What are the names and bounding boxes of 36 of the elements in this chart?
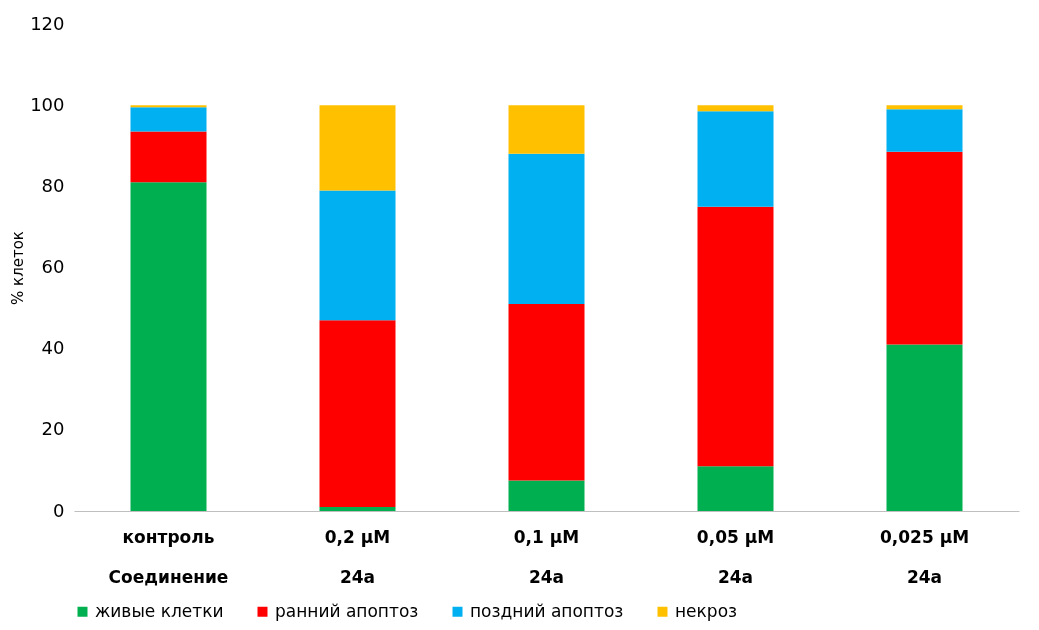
y-tick-label: 40	[41, 337, 65, 359]
x-tick-label: 0,2 µM 24a	[324, 526, 391, 587]
bar	[697, 466, 774, 511]
bar	[130, 131, 207, 183]
y-tick-label: 0	[53, 499, 65, 521]
y-tick-label: 120	[30, 12, 65, 34]
bar	[508, 480, 585, 511]
bar	[319, 190, 396, 321]
legend-label: ранний апоптоз	[275, 600, 419, 621]
y-tick-label: 80	[41, 174, 65, 196]
bar	[319, 506, 396, 511]
bar	[886, 105, 963, 110]
bar	[319, 105, 396, 191]
y-tick-label: 100	[30, 93, 65, 115]
bar	[319, 320, 396, 507]
x-tick-label: 0,05 µM 24a	[696, 526, 775, 587]
bar	[130, 105, 207, 108]
bar	[130, 182, 207, 511]
bar	[697, 111, 774, 207]
bar	[886, 344, 963, 511]
bar	[697, 206, 774, 467]
y-tick-label: 20	[41, 418, 65, 440]
x-tick-label: 0,025 µM 24a	[879, 526, 970, 587]
legend-label: некроз	[675, 600, 738, 621]
legend-label: поздний апоптоз	[470, 600, 624, 621]
x-tick-label: 0,1 µM 24a	[513, 526, 580, 587]
y-tick-label: 60	[41, 256, 65, 277]
bar	[697, 105, 774, 112]
bar	[130, 107, 207, 132]
legend-label: живые клетки	[95, 600, 224, 621]
bar	[886, 151, 963, 345]
y-axis-title: % клеток	[9, 231, 28, 305]
bar	[508, 153, 585, 305]
bar	[508, 304, 585, 481]
bar	[508, 105, 585, 154]
bar	[886, 109, 963, 152]
